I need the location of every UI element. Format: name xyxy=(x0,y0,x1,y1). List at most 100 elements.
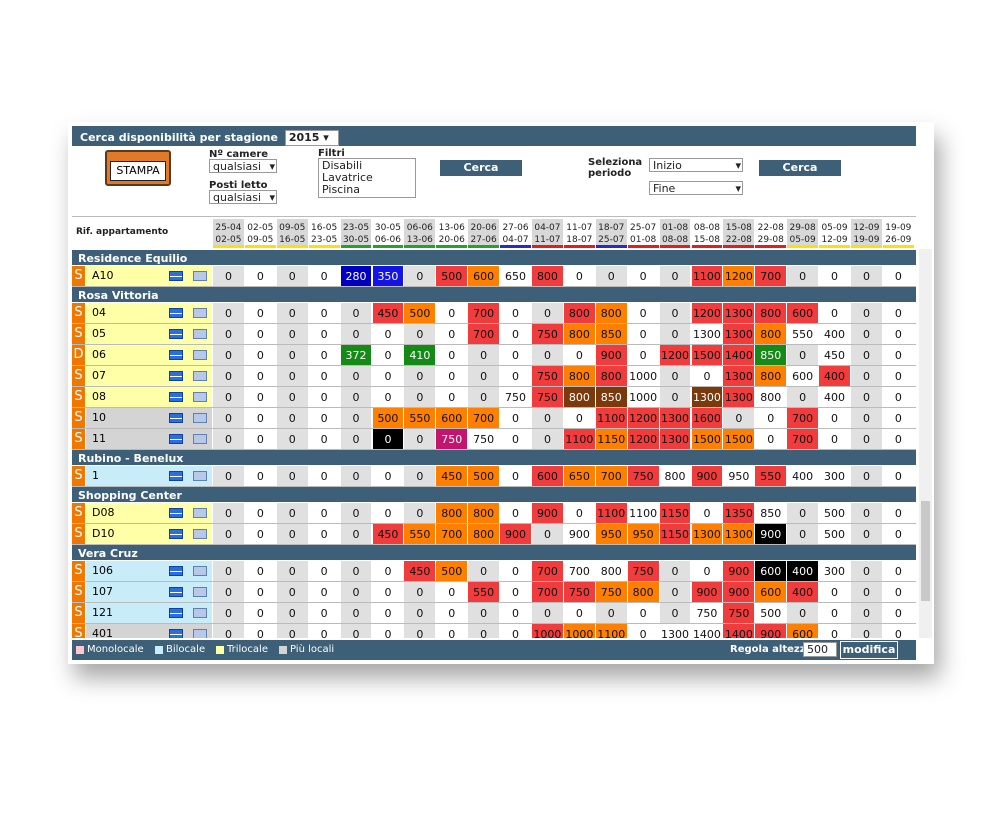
availability-cell: 800 xyxy=(595,561,627,581)
edit-icon[interactable] xyxy=(193,350,207,360)
availability-cell: 0 xyxy=(276,603,308,623)
mail-icon[interactable] xyxy=(169,392,183,402)
availability-cell: 600 xyxy=(787,303,819,323)
type-badge: S xyxy=(72,603,85,623)
edit-icon[interactable] xyxy=(193,566,207,576)
scrollbar[interactable] xyxy=(919,249,932,638)
edit-icon[interactable] xyxy=(193,271,207,281)
availability-cell: 700 xyxy=(755,266,787,286)
edit-icon[interactable] xyxy=(193,608,207,618)
availability-cell: 0 xyxy=(882,603,914,623)
mail-icon[interactable] xyxy=(169,529,183,539)
availability-cell: 0 xyxy=(532,603,563,623)
edit-icon[interactable] xyxy=(193,434,207,444)
availability-cell: 0 xyxy=(372,503,404,523)
mail-icon[interactable] xyxy=(169,413,183,423)
availability-cell: 1150 xyxy=(659,524,691,544)
availability-cell: 1150 xyxy=(595,429,627,449)
column-header: 08-08 15-08 xyxy=(691,219,723,248)
beds-select[interactable]: qualsiasi ▾ xyxy=(209,190,277,204)
edit-icon[interactable] xyxy=(193,413,207,423)
legend-label: Più locali xyxy=(290,644,335,655)
mail-icon[interactable] xyxy=(169,308,183,318)
row-line xyxy=(72,365,916,366)
availability-cell: 900 xyxy=(755,524,787,544)
mail-icon[interactable] xyxy=(169,608,183,618)
edit-icon[interactable] xyxy=(193,371,207,381)
availability-cell: 0 xyxy=(755,408,787,428)
column-date: 20-06 xyxy=(470,223,497,233)
availability-cell: 0 xyxy=(436,324,468,344)
column-header: 15-08 22-08 xyxy=(723,219,755,248)
column-header: 25-04 02-05 xyxy=(213,219,244,248)
mail-flap xyxy=(170,393,182,398)
rooms-select[interactable]: qualsiasi ▾ xyxy=(209,159,277,173)
availability-cell: 1300 xyxy=(723,303,755,323)
filter-option[interactable]: Lavatrice xyxy=(322,171,373,184)
availability-cell: 0 xyxy=(532,345,563,365)
availability-cell: 700 xyxy=(563,561,595,581)
availability-cell: 1300 xyxy=(691,387,723,407)
filter-option[interactable]: Piscina xyxy=(322,183,360,196)
mail-icon[interactable] xyxy=(169,350,183,360)
column-header: 05-09 12-09 xyxy=(819,219,850,248)
print-button[interactable]: STAMPA xyxy=(105,150,171,186)
availability-cell: 0 xyxy=(500,466,531,486)
filter-option[interactable]: Disabili xyxy=(322,159,363,172)
edit-icon[interactable] xyxy=(193,587,207,597)
mail-icon[interactable] xyxy=(169,434,183,444)
mail-icon[interactable] xyxy=(169,629,183,638)
availability-cell: 1400 xyxy=(723,624,755,638)
availability-cell: 700 xyxy=(468,303,500,323)
availability-cell: 450 xyxy=(372,524,404,544)
column-header: 29-08 05-09 xyxy=(787,219,819,248)
column-date: 09-05 xyxy=(247,235,274,245)
availability-cell: 372 xyxy=(340,345,372,365)
column-date: 25-07 xyxy=(598,235,625,245)
column-header: 20-06 27-06 xyxy=(468,219,500,248)
edit-icon[interactable] xyxy=(193,629,207,638)
availability-cell: 0 xyxy=(691,561,723,581)
modify-button[interactable]: modifica xyxy=(840,641,898,659)
availability-cell: 900 xyxy=(563,524,595,544)
mail-icon[interactable] xyxy=(169,329,183,339)
edit-icon[interactable] xyxy=(193,329,207,339)
availability-cell: 0 xyxy=(244,366,276,386)
mail-icon[interactable] xyxy=(169,471,183,481)
edit-icon[interactable] xyxy=(193,308,207,318)
availability-cell: 0 xyxy=(244,429,276,449)
availability-cell: 0 xyxy=(468,603,500,623)
mail-icon[interactable] xyxy=(169,271,183,281)
mail-icon[interactable] xyxy=(169,566,183,576)
availability-cell: 0 xyxy=(276,303,308,323)
edit-icon[interactable] xyxy=(193,508,207,518)
column-date: 04-07 xyxy=(534,223,561,233)
period-start[interactable]: Inizio ▾ xyxy=(649,158,743,172)
mail-icon[interactable] xyxy=(169,587,183,597)
beds-value: qualsiasi xyxy=(213,191,262,204)
edit-icon[interactable] xyxy=(193,471,207,481)
availability-cell: 700 xyxy=(532,582,563,602)
mail-icon[interactable] xyxy=(169,508,183,518)
edit-icon[interactable] xyxy=(193,392,207,402)
availability-cell: 0 xyxy=(436,387,468,407)
availability-cell: 550 xyxy=(404,408,436,428)
availability-cell: 0 xyxy=(213,408,244,428)
period-end[interactable]: Fine ▾ xyxy=(649,181,743,195)
filters-list[interactable]: Disabili Lavatrice Piscina xyxy=(318,158,416,198)
search-button-2[interactable]: Cerca xyxy=(759,160,841,176)
mail-icon[interactable] xyxy=(169,371,183,381)
edit-icon[interactable] xyxy=(193,529,207,539)
scroll-thumb[interactable] xyxy=(921,501,930,601)
column-date: 18-07 xyxy=(566,235,593,245)
availability-cell: 950 xyxy=(723,466,755,486)
height-input[interactable]: 500 xyxy=(803,642,837,657)
search-button[interactable]: Cerca xyxy=(440,160,522,176)
availability-cell: 0 xyxy=(500,345,531,365)
availability-cell: 0 xyxy=(213,503,244,523)
availability-cell: 0 xyxy=(308,303,340,323)
availability-cell: 0 xyxy=(659,366,691,386)
column-header: 19-09 26-09 xyxy=(882,219,914,248)
year-select[interactable]: 2015 ▾ xyxy=(284,130,339,146)
availability-cell: 0 xyxy=(404,603,436,623)
